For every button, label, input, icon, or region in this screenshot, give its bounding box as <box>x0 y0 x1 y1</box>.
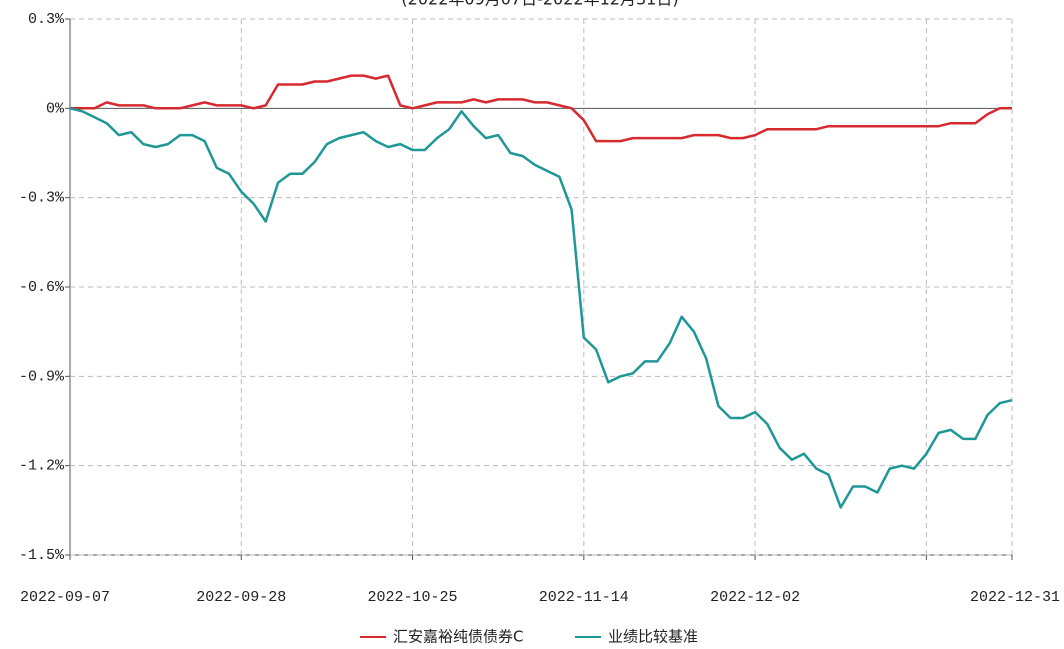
y-tick-label: -1.2% <box>19 458 65 475</box>
line-series <box>69 107 1013 509</box>
y-tick-label: -0.3% <box>19 190 65 207</box>
x-tick-label: 2022-09-07 <box>20 589 110 606</box>
legend-label: 汇安嘉裕纯债债券C <box>393 628 523 646</box>
x-tick-label: 2022-12-31 <box>970 589 1060 606</box>
y-tick-label: -0.9% <box>19 368 65 385</box>
legend-label: 业绩比较基准 <box>608 628 698 646</box>
x-tick-label: 2022-12-02 <box>710 589 800 606</box>
x-tick-label: 2022-10-25 <box>368 589 458 606</box>
x-tick-label: 2022-09-28 <box>196 589 286 606</box>
y-tick-label: -0.6% <box>19 279 65 296</box>
y-tick-label: 0% <box>46 100 65 117</box>
x-tick-label: 2022-11-14 <box>539 589 629 606</box>
line-series <box>70 74 1012 143</box>
chart-subtitle: (2022年09月07日-2022年12月31日) <box>401 0 678 9</box>
y-tick-label: 0.3% <box>28 11 65 28</box>
y-tick-label: -1.5% <box>19 547 65 564</box>
